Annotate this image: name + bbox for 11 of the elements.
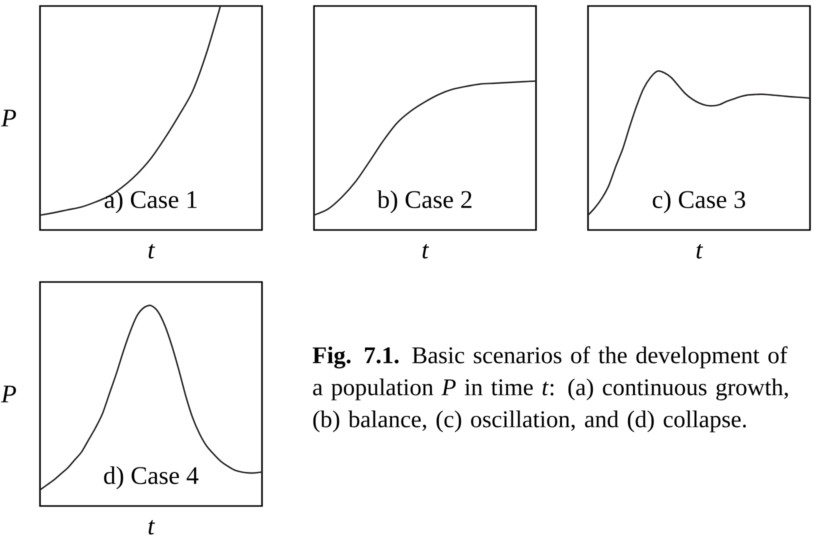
y-axis-title: P <box>1 386 16 402</box>
x-axis-title: t <box>696 244 704 259</box>
text: d) Case 4 <box>104 466 198 490</box>
y-axis-title: P <box>1 110 16 126</box>
x-axis-title: t <box>422 244 430 259</box>
text: b) Case 2 <box>377 190 472 214</box>
x-axis-title: t <box>148 244 156 259</box>
text: Fig. 7.1. Basic scenarios of the development of a population P in time t: (a) continuous growth, (b) balance, (c) oscillation, and (d) collapse. <box>312 346 788 432</box>
text: a) Case 1 <box>104 190 197 214</box>
x-axis-title: t <box>148 520 156 535</box>
text: c) Case 3 <box>652 190 746 214</box>
